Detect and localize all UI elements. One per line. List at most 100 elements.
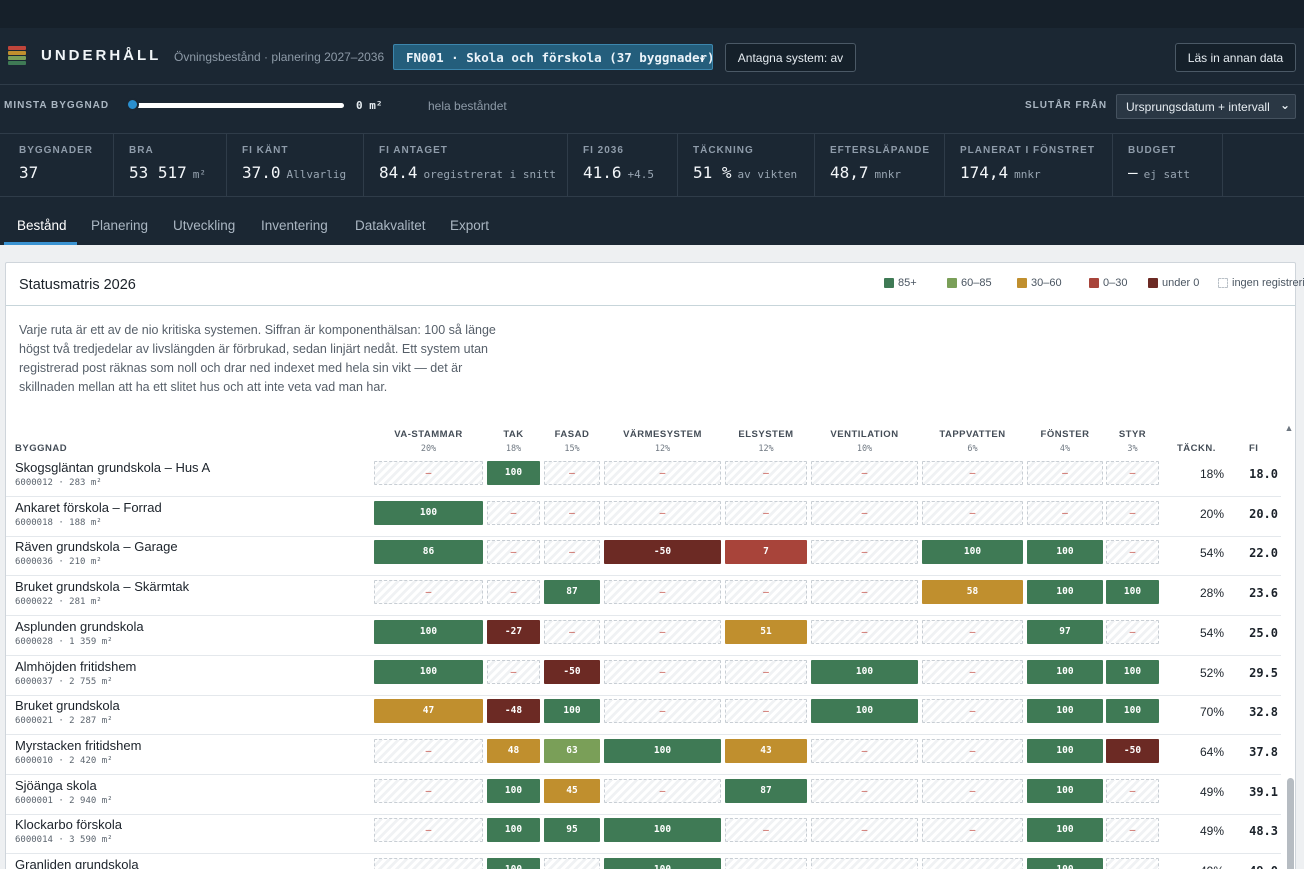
- status-cell[interactable]: –: [487, 540, 540, 565]
- status-cell[interactable]: 43: [725, 738, 807, 763]
- status-cell[interactable]: –: [725, 699, 807, 724]
- status-cell[interactable]: 100: [811, 699, 918, 724]
- status-cell[interactable]: –: [811, 619, 918, 644]
- table-row[interactable]: Almhöjden fritidshem 6000037 · 2 755 m² 10…: [6, 656, 1281, 696]
- status-cell[interactable]: 87: [544, 580, 600, 605]
- ends-from-select[interactable]: Ursprungsdatum + intervall ⌄: [1116, 94, 1296, 119]
- status-cell[interactable]: 58: [922, 580, 1023, 605]
- table-row[interactable]: Bruket grundskola 6000021 · 2 287 m² 47 -48…: [6, 695, 1281, 736]
- status-cell[interactable]: –: [487, 500, 540, 525]
- status-cell[interactable]: 100: [374, 619, 483, 644]
- status-cell[interactable]: 87: [725, 778, 807, 803]
- tab-planering[interactable]: Planering: [91, 218, 149, 233]
- tab-bestånd[interactable]: Bestånd: [17, 218, 67, 233]
- status-cell[interactable]: –: [1106, 540, 1159, 565]
- status-cell[interactable]: –: [374, 461, 483, 485]
- tab-inventering[interactable]: Inventering: [261, 218, 328, 233]
- status-cell[interactable]: 100: [1027, 699, 1103, 724]
- slider-thumb[interactable]: [126, 98, 139, 111]
- tab-datakvalitet[interactable]: Datakvalitet: [355, 218, 426, 233]
- status-cell[interactable]: –: [725, 818, 807, 843]
- table-row[interactable]: Myrstacken fritidshem 6000010 · 2 420 m² –…: [6, 735, 1281, 775]
- status-cell[interactable]: –: [487, 659, 540, 684]
- table-row[interactable]: Skogsgläntan grundskola – Hus A 6000012 ·…: [6, 457, 1281, 497]
- table-row[interactable]: Bruket grundskola – Skärmtak 6000022 · 28…: [6, 576, 1281, 617]
- table-row[interactable]: Ankaret förskola – Forrad 6000018 · 188 m…: [6, 497, 1281, 537]
- status-cell[interactable]: 100: [1027, 778, 1103, 803]
- status-cell[interactable]: –: [811, 778, 918, 803]
- status-cell[interactable]: –: [811, 461, 918, 485]
- status-cell[interactable]: –: [811, 540, 918, 565]
- load-other-data-button[interactable]: Läs in annan data: [1175, 43, 1296, 72]
- status-cell[interactable]: –: [374, 738, 483, 763]
- status-cell[interactable]: –: [1106, 461, 1159, 485]
- status-cell[interactable]: -50: [604, 540, 721, 565]
- status-cell[interactable]: –: [374, 858, 483, 869]
- status-cell[interactable]: –: [922, 858, 1023, 869]
- status-cell[interactable]: –: [1027, 461, 1103, 485]
- status-cell[interactable]: –: [725, 500, 807, 525]
- status-cell[interactable]: –: [922, 738, 1023, 763]
- status-cell[interactable]: 45: [544, 778, 600, 803]
- table-row[interactable]: Klockarbo förskola 6000014 · 3 590 m² –100…: [6, 814, 1281, 855]
- portfolio-select[interactable]: FN001 · Skola och förskola (37 byggnader…: [393, 44, 713, 70]
- status-cell[interactable]: –: [544, 540, 600, 565]
- status-cell[interactable]: -50: [1106, 738, 1159, 763]
- status-cell[interactable]: –: [811, 858, 918, 869]
- status-cell[interactable]: –: [725, 659, 807, 684]
- status-cell[interactable]: –: [544, 461, 600, 485]
- status-cell[interactable]: –: [811, 818, 918, 843]
- status-cell[interactable]: 100: [604, 818, 721, 843]
- status-cell[interactable]: –: [1106, 858, 1159, 869]
- status-cell[interactable]: –: [725, 858, 807, 869]
- status-cell[interactable]: –: [922, 659, 1023, 684]
- status-cell[interactable]: 100: [1106, 580, 1159, 605]
- status-cell[interactable]: –: [544, 500, 600, 525]
- status-cell[interactable]: –: [1106, 619, 1159, 644]
- status-cell[interactable]: -50: [544, 659, 600, 684]
- status-cell[interactable]: 95: [544, 818, 600, 843]
- status-cell[interactable]: –: [374, 580, 483, 605]
- status-cell[interactable]: –: [922, 818, 1023, 843]
- status-cell[interactable]: 100: [374, 659, 483, 684]
- min-building-slider[interactable]: [126, 98, 344, 112]
- status-cell[interactable]: –: [725, 461, 807, 485]
- status-cell[interactable]: 100: [1027, 540, 1103, 565]
- status-cell[interactable]: –: [544, 858, 600, 869]
- table-row[interactable]: Asplunden grundskola 6000028 · 1 359 m² 10…: [6, 616, 1281, 656]
- status-cell[interactable]: –: [604, 778, 721, 803]
- status-cell[interactable]: -48: [487, 699, 540, 724]
- status-cell[interactable]: –: [922, 619, 1023, 644]
- status-cell[interactable]: 100: [487, 778, 540, 803]
- status-cell[interactable]: 51: [725, 619, 807, 644]
- status-cell[interactable]: 100: [1027, 858, 1103, 869]
- status-cell[interactable]: –: [922, 778, 1023, 803]
- status-cell[interactable]: 100: [487, 461, 540, 485]
- status-cell[interactable]: –: [374, 778, 483, 803]
- status-cell[interactable]: 100: [922, 540, 1023, 565]
- status-cell[interactable]: –: [374, 818, 483, 843]
- status-cell[interactable]: –: [604, 619, 721, 644]
- table-row[interactable]: Granliden grundskola–100–100–––100–49%49…: [6, 854, 1281, 869]
- scroll-up-arrow-icon[interactable]: ▲: [1284, 423, 1294, 433]
- table-row[interactable]: Sjöänga skola 6000001 · 2 940 m² –100 45–87…: [6, 775, 1281, 815]
- status-cell[interactable]: –: [811, 738, 918, 763]
- assumed-systems-button[interactable]: Antagna system: av: [725, 43, 856, 72]
- status-cell[interactable]: –: [811, 580, 918, 605]
- status-cell[interactable]: –: [604, 699, 721, 724]
- status-cell[interactable]: 100: [1027, 580, 1103, 605]
- status-cell[interactable]: 100: [604, 858, 721, 869]
- status-cell[interactable]: 100: [1106, 659, 1159, 684]
- status-cell[interactable]: 100: [374, 500, 483, 525]
- status-cell[interactable]: 100: [1027, 818, 1103, 843]
- status-cell[interactable]: –: [1027, 500, 1103, 525]
- status-cell[interactable]: –: [922, 461, 1023, 485]
- status-cell[interactable]: –: [604, 500, 721, 525]
- status-cell[interactable]: 86: [374, 540, 483, 565]
- status-cell[interactable]: 100: [811, 659, 918, 684]
- status-cell[interactable]: 100: [1027, 738, 1103, 763]
- status-cell[interactable]: –: [604, 580, 721, 605]
- status-cell[interactable]: –: [487, 580, 540, 605]
- status-cell[interactable]: 100: [487, 858, 540, 869]
- tab-export[interactable]: Export: [450, 218, 490, 233]
